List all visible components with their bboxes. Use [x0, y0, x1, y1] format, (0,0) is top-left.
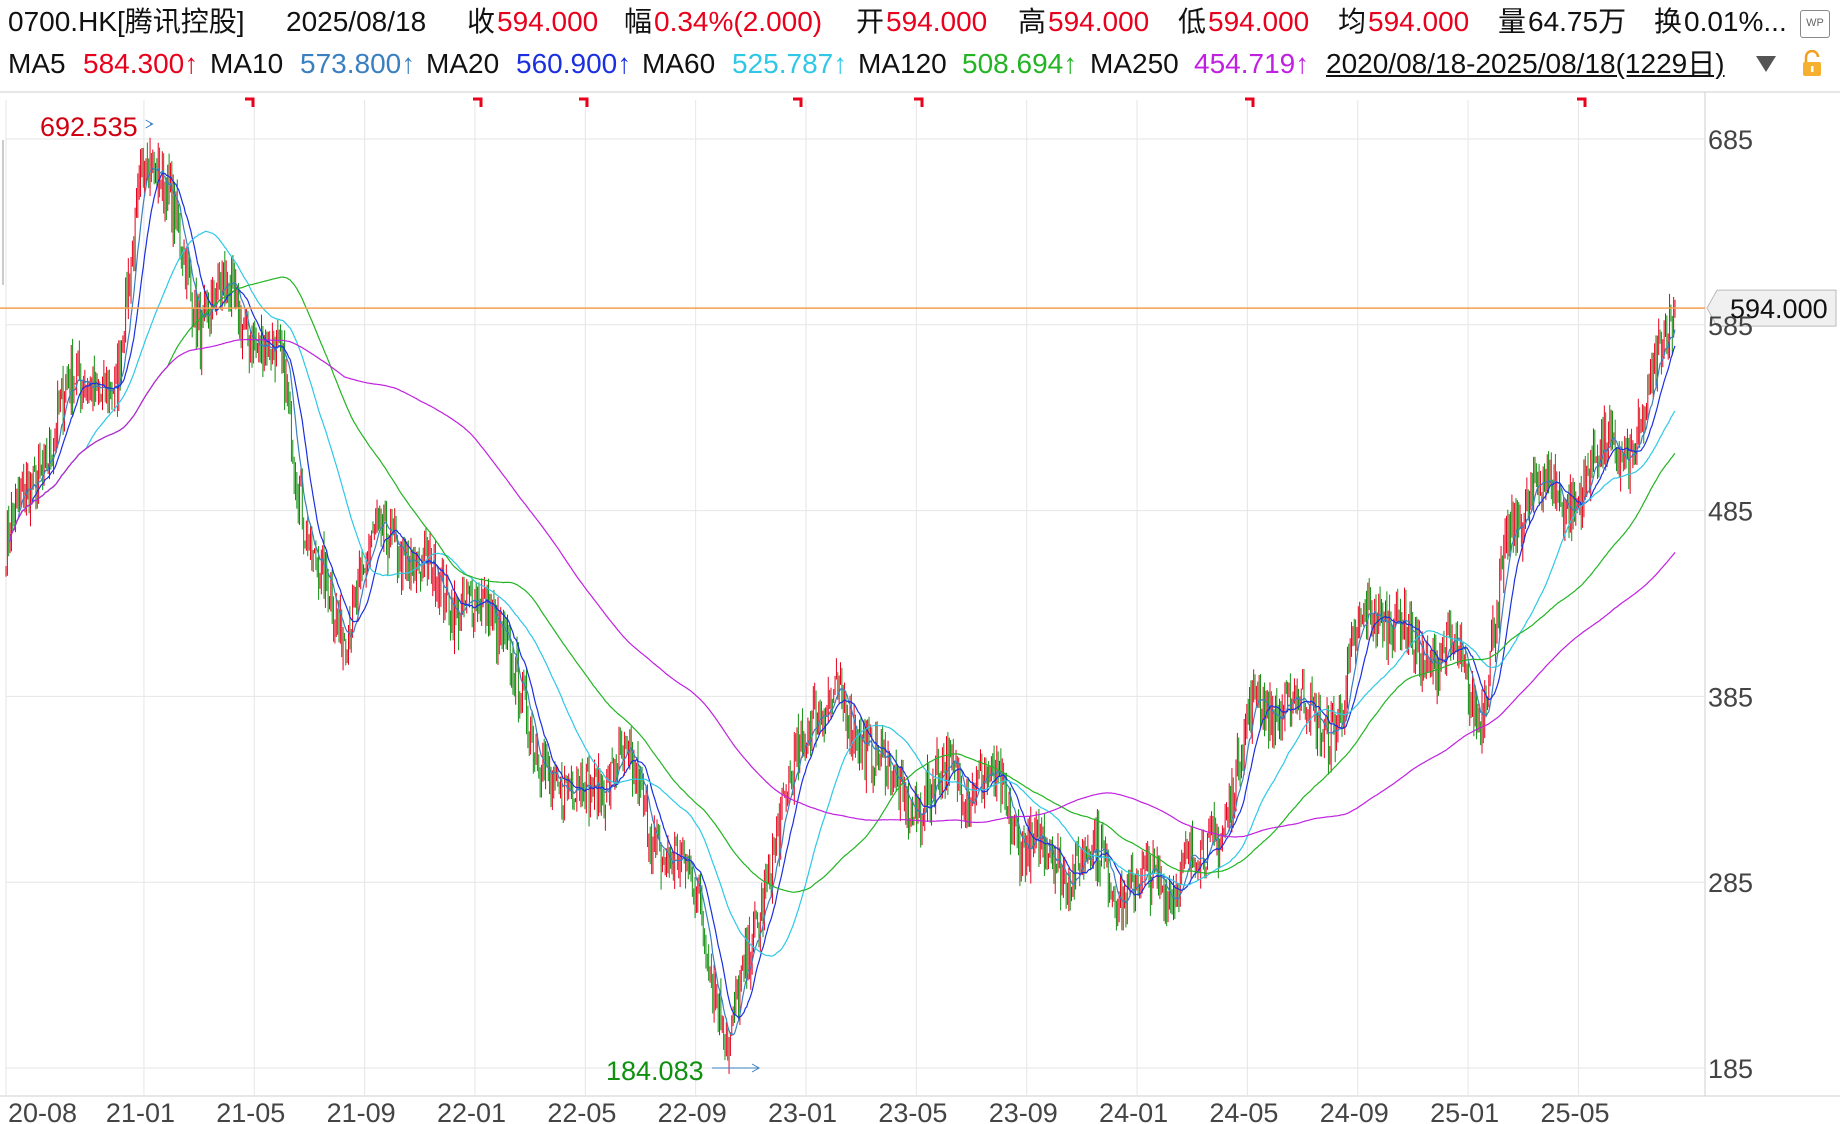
- high-marker-label: 692.535: [40, 112, 138, 142]
- ma20-label: MA20: [426, 48, 500, 79]
- wp-icon[interactable]: WP: [1800, 10, 1830, 38]
- turnover-label: 换: [1654, 6, 1683, 37]
- volume-label: 量: [1498, 6, 1527, 37]
- low-value: 594.000: [1208, 6, 1310, 37]
- ma5-label: MA5: [8, 48, 66, 79]
- event-marker[interactable]: [1577, 97, 1587, 107]
- avg-value: 594.000: [1368, 6, 1470, 37]
- ma120-value: 508.694↑: [962, 48, 1078, 79]
- date-label: 2025/08/18: [286, 6, 427, 37]
- x-tick-label: 22-09: [658, 1098, 727, 1124]
- unlock-icon[interactable]: [1800, 50, 1824, 78]
- ma5-value: 584.300↑: [83, 48, 199, 79]
- triangle-down-icon[interactable]: [1755, 54, 1777, 74]
- y-tick-label: 185: [1708, 1054, 1753, 1084]
- high-marker-arrow: [145, 119, 154, 129]
- ma-line-ma250: [8, 338, 1676, 838]
- ma10-value: 573.800↑: [300, 48, 416, 79]
- ma-line-ma120: [8, 276, 1676, 893]
- x-tick-label: 25-01: [1430, 1098, 1499, 1124]
- x-tick-label: 23-09: [989, 1098, 1058, 1124]
- ma120-label: MA120: [858, 48, 947, 79]
- x-tick-label: 21-01: [106, 1098, 175, 1124]
- x-tick-label: 24-09: [1320, 1098, 1389, 1124]
- open-value: 594.000: [886, 6, 988, 37]
- date-range-selector[interactable]: 2020/08/18-2025/08/18(1229日): [1326, 48, 1725, 79]
- x-tick-label: 25-05: [1540, 1098, 1609, 1124]
- event-marker[interactable]: [793, 97, 803, 107]
- x-tick-label: 22-01: [437, 1098, 506, 1124]
- x-tick-label: 24-01: [1099, 1098, 1168, 1124]
- event-marker[interactable]: [473, 97, 483, 107]
- ma250-label: MA250: [1090, 48, 1179, 79]
- y-tick-label: 585: [1708, 311, 1753, 341]
- open-label: 开: [856, 6, 885, 37]
- ma-legend-row: MA5 584.300↑ MA10 573.800↑ MA20 560.900↑…: [0, 44, 1840, 84]
- x-tick-label: 22-05: [547, 1098, 616, 1124]
- low-marker-label: 184.083: [606, 1056, 704, 1086]
- y-tick-label: 685: [1708, 125, 1753, 155]
- quote-header: 0700.HK[腾讯控股] 2025/08/18 收 594.000 幅 0.3…: [0, 2, 1840, 42]
- x-tick-label: 23-01: [768, 1098, 837, 1124]
- current-price-label: 594.000: [1730, 294, 1828, 324]
- x-tick-label: 24-05: [1209, 1098, 1278, 1124]
- ma60-value: 525.787↑: [732, 48, 848, 79]
- ma10-label: MA10: [210, 48, 284, 79]
- y-tick-label: 285: [1708, 868, 1753, 898]
- ma20-value: 560.900↑: [516, 48, 632, 79]
- low-label: 低: [1178, 6, 1207, 37]
- low-marker-arrow: [751, 1063, 761, 1073]
- avg-label: 均: [1338, 6, 1367, 37]
- ma-line-ma60: [8, 230, 1676, 957]
- x-tick-label: 21-05: [216, 1098, 285, 1124]
- close-label: 收: [467, 6, 496, 37]
- event-marker[interactable]: [579, 97, 589, 107]
- change-value: 0.34%(2.000): [654, 6, 823, 37]
- y-tick-label: 485: [1708, 497, 1753, 527]
- ma250-value: 454.719↑: [1194, 48, 1310, 79]
- x-tick-label: 21-09: [327, 1098, 396, 1124]
- event-marker[interactable]: [245, 97, 255, 107]
- x-tick-label: 23-05: [878, 1098, 947, 1124]
- change-label: 幅: [624, 6, 653, 37]
- x-tick-label: 20-08: [8, 1098, 77, 1124]
- ma-line-ma20: [8, 172, 1676, 1019]
- high-label: 高: [1018, 6, 1047, 37]
- ma-line-ma10: [8, 167, 1676, 1036]
- turnover-value: 0.01%...: [1684, 6, 1787, 37]
- event-marker[interactable]: [1245, 97, 1255, 107]
- current-price-tag: [1706, 289, 1837, 327]
- high-value: 594.000: [1048, 6, 1150, 37]
- symbol-label: 0700.HK[腾讯控股]: [8, 6, 245, 37]
- y-tick-label: 385: [1708, 682, 1753, 712]
- event-marker[interactable]: [914, 97, 924, 107]
- close-value: 594.000: [497, 6, 599, 37]
- ma60-label: MA60: [642, 48, 716, 79]
- volume-value: 64.75万: [1528, 6, 1627, 37]
